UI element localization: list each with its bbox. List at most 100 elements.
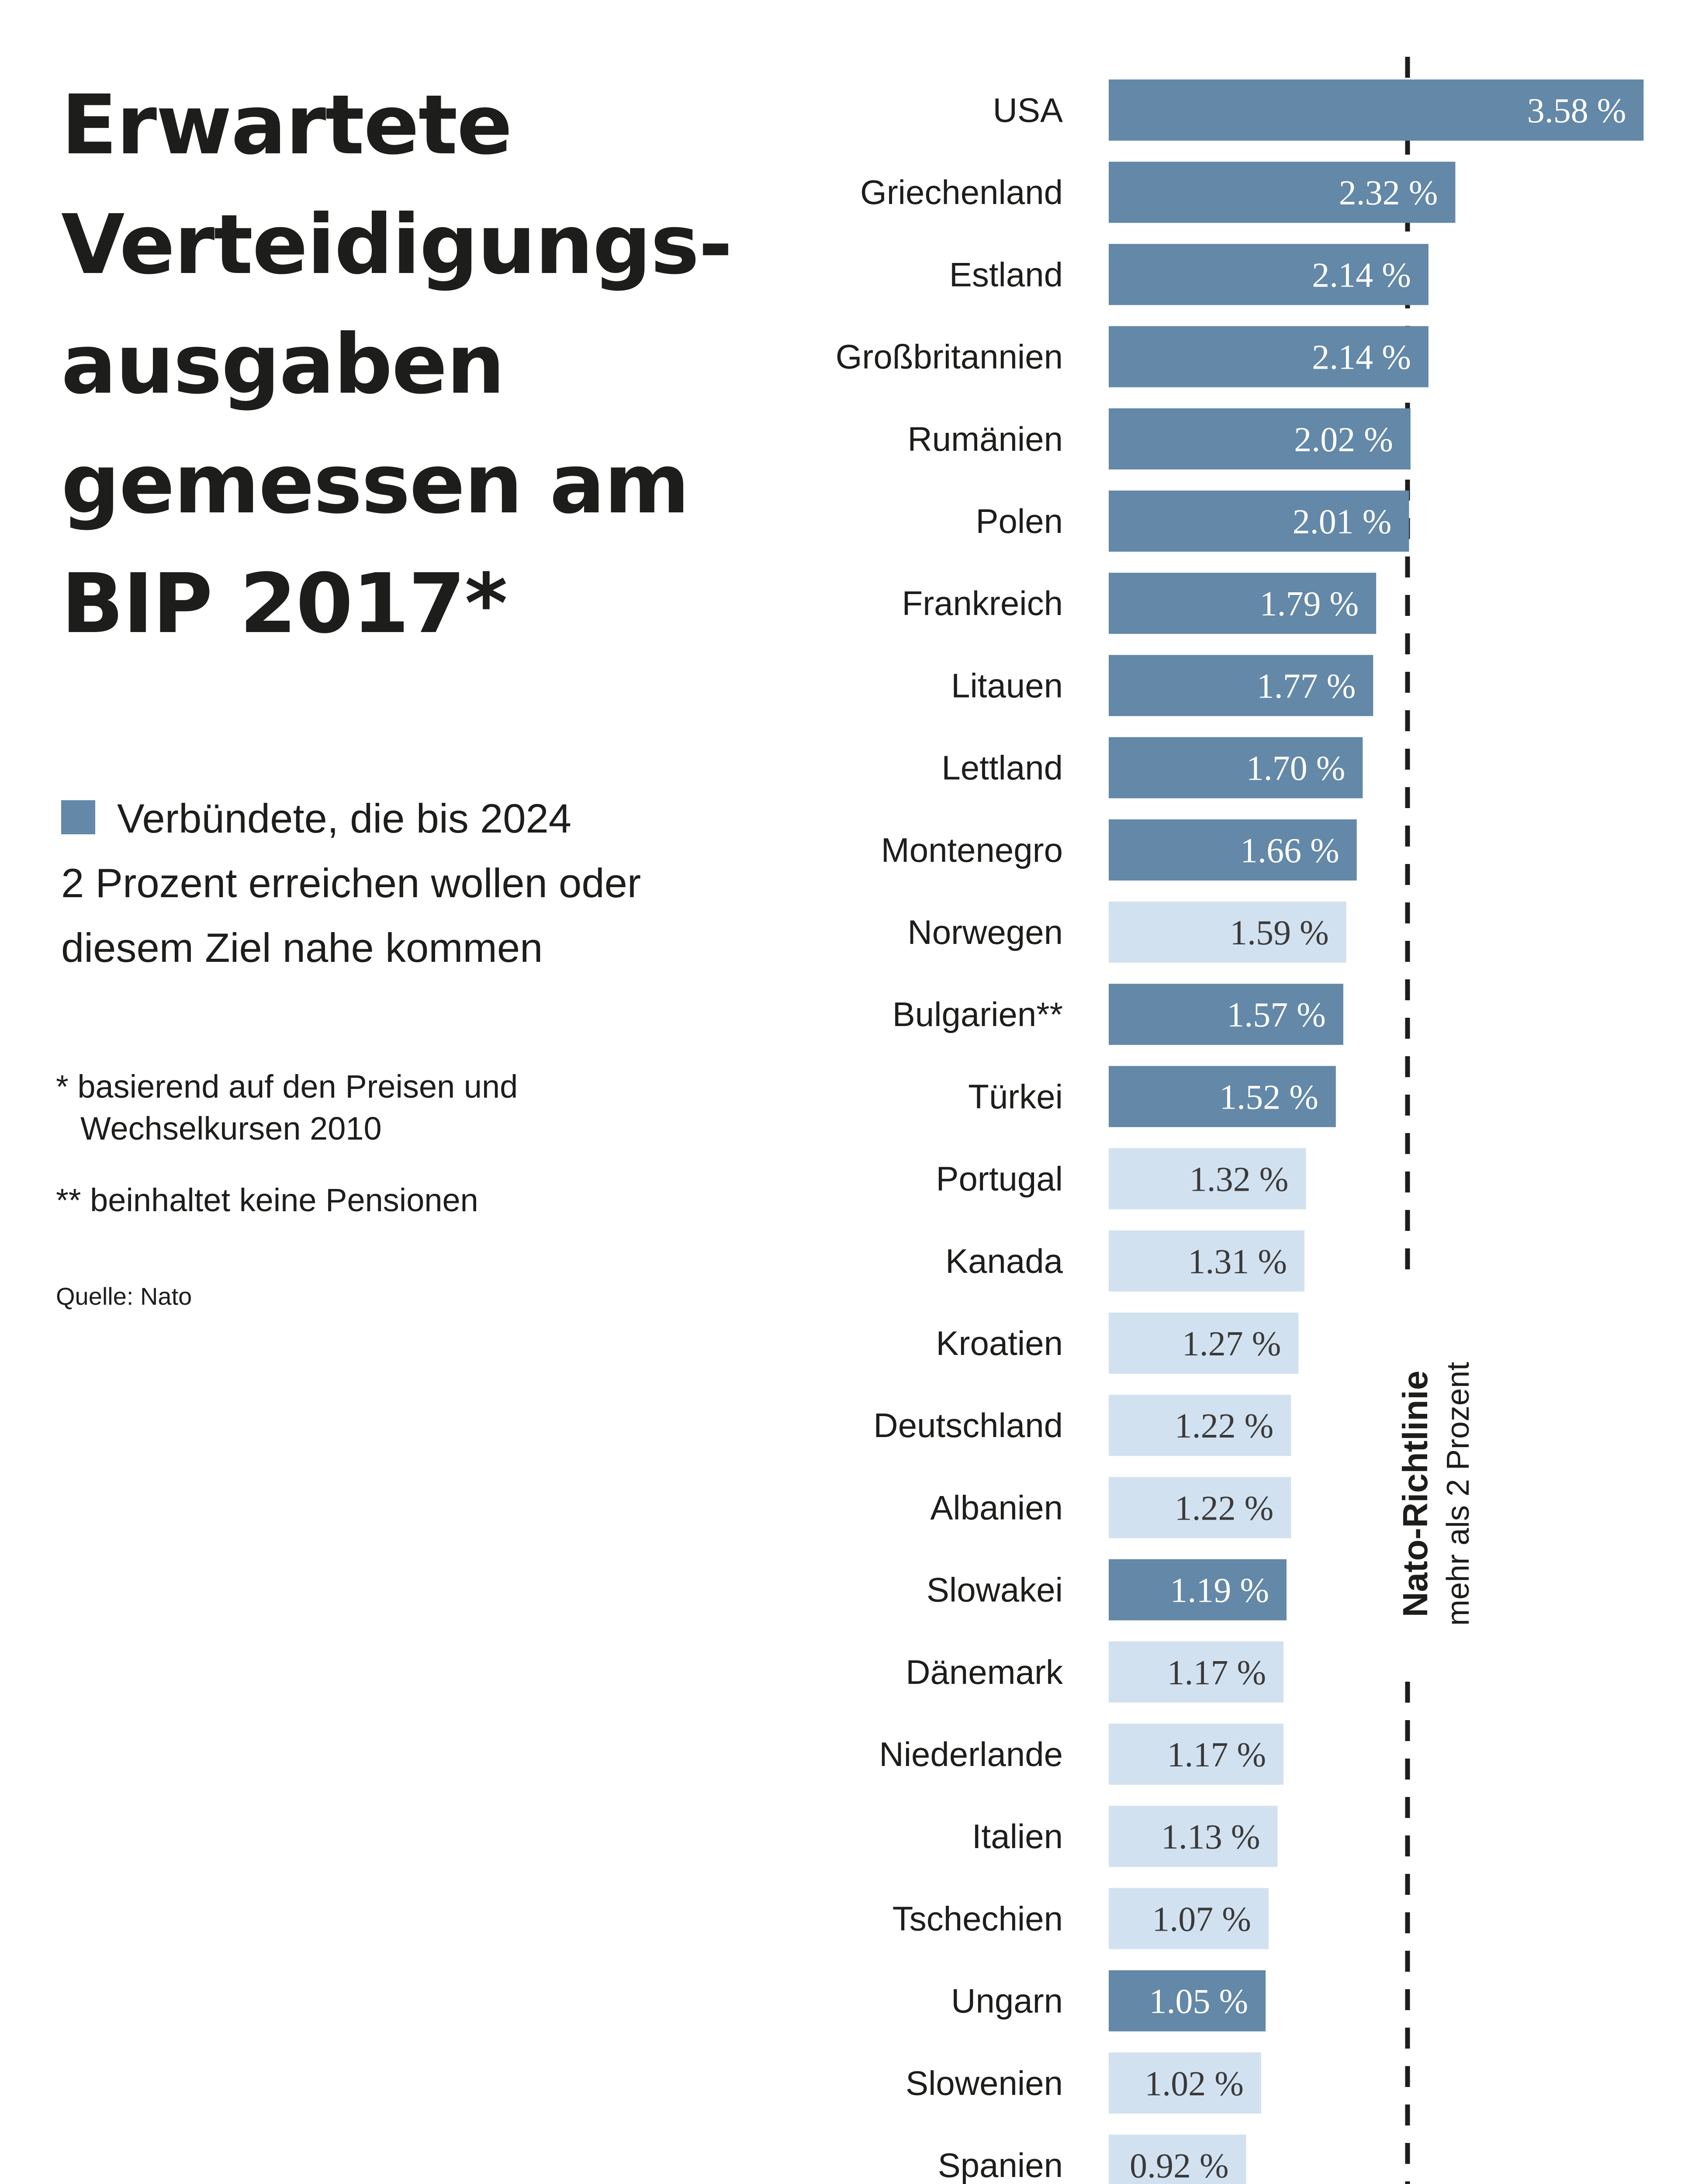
footnote-pensions: ** beinhaltet keine Pensionen — [56, 1182, 478, 1218]
category-label: Bulgarien** — [892, 995, 1063, 1033]
value-label: 1.59 % — [1230, 914, 1329, 952]
title-line: Erwartete — [61, 77, 512, 173]
bar-row: Montenegro 1.66 % — [881, 819, 1357, 881]
footnote-line: Wechselkursen 2010 — [80, 1110, 382, 1147]
bar-row: Polen 2.01 % — [976, 491, 1409, 552]
value-label: 1.05 % — [1149, 1983, 1248, 2021]
bar-row: Dänemark 1.17 % — [906, 1641, 1284, 1703]
value-label: 1.77 % — [1257, 667, 1356, 705]
bar-row: Deutschland 1.22 % — [873, 1395, 1291, 1456]
chart-title: Erwartete Verteidigungs- ausgaben gemess… — [61, 66, 804, 664]
bar — [1109, 573, 1377, 634]
bar-row: Großbritannien 2.14 % — [836, 326, 1429, 387]
reference-label-title: Nato-Richtlinie — [1396, 1371, 1435, 1617]
bar-row: Niederlande 1.17 % — [879, 1724, 1284, 1785]
bar — [1109, 655, 1373, 716]
value-label: 1.07 % — [1152, 1900, 1251, 1939]
category-label: Ungarn — [951, 1982, 1063, 2020]
footnote-line: * basierend auf den Preisen und — [56, 1068, 518, 1105]
category-label: Großbritannien — [836, 338, 1063, 376]
value-label: 1.19 % — [1170, 1572, 1269, 1610]
bar — [1109, 1395, 1291, 1456]
value-label: 1.02 % — [1145, 2065, 1244, 2103]
value-label: 2.32 % — [1339, 174, 1438, 212]
bar — [1109, 1888, 1269, 1949]
legend-label-line: 2 Prozent erreichen wollen oder — [61, 860, 641, 906]
title-line: Verteidigungs- — [61, 197, 733, 293]
value-label: 0.92 % — [1130, 2147, 1229, 2184]
bar — [1109, 819, 1357, 881]
value-label: 1.27 % — [1182, 1325, 1281, 1363]
category-label: Kroatien — [936, 1324, 1063, 1362]
value-label: 1.13 % — [1161, 1818, 1260, 1856]
bar-row: Litauen 1.77 % — [951, 655, 1373, 716]
bar-row: Portugal 1.32 % — [936, 1148, 1306, 1209]
bar-row: Norwegen 1.59 % — [907, 902, 1346, 963]
category-label: Dänemark — [906, 1653, 1063, 1691]
category-label: Niederlande — [879, 1735, 1063, 1773]
bar-row: Slowakei 1.19 % — [927, 1559, 1287, 1621]
bar — [1109, 1313, 1299, 1374]
value-label: 1.22 % — [1175, 1407, 1274, 1445]
value-label: 2.02 % — [1294, 421, 1393, 459]
value-label: 1.79 % — [1260, 585, 1359, 623]
bar — [1109, 1559, 1287, 1621]
bar-row: Ungarn 1.05 % — [951, 1970, 1266, 2032]
reference-label-subtitle: mehr als 2 Prozent — [1441, 1362, 1476, 1626]
category-label: Tschechien — [892, 1899, 1063, 1938]
bar — [1109, 984, 1343, 1045]
legend-label-line: diesem Ziel nahe kommen — [61, 925, 543, 971]
category-label: Slowenien — [906, 2064, 1063, 2102]
value-label: 1.31 % — [1188, 1243, 1287, 1281]
value-label: 1.22 % — [1175, 1489, 1274, 1527]
source-note: Quelle: Nato — [56, 1282, 192, 1310]
category-label: Griechenland — [860, 173, 1063, 211]
bar — [1109, 1724, 1284, 1785]
bar-row: Italien 1.13 % — [972, 1806, 1278, 1867]
bar-row: Estland 2.14 % — [949, 244, 1429, 305]
category-label: Slowakei — [927, 1571, 1063, 1609]
bar — [1109, 1970, 1266, 2032]
value-label: 1.70 % — [1246, 750, 1346, 788]
bar — [1109, 1641, 1284, 1703]
category-label: Spanien — [938, 2146, 1063, 2184]
bar-row: Albanien 1.22 % — [930, 1477, 1291, 1538]
title-line: gemessen am — [61, 436, 690, 532]
bar — [1109, 1806, 1278, 1867]
title-line: BIP 2017* — [61, 556, 508, 652]
category-label: Kanada — [945, 1242, 1063, 1280]
category-label: Türkei — [968, 1077, 1063, 1116]
bar — [1109, 162, 1456, 223]
legend-swatch — [61, 800, 95, 834]
bar — [1109, 2052, 1261, 2114]
category-label: Litauen — [951, 666, 1063, 705]
bar-row: Rumänien 2.02 % — [907, 408, 1411, 470]
bar-row: Spanien 0.92 % — [938, 2135, 1246, 2184]
legend-label-line: Verbündete, die bis 2024 — [117, 795, 572, 841]
category-label: Montenegro — [881, 831, 1063, 869]
bar-row: Slowenien 1.02 % — [906, 2052, 1261, 2114]
bar — [1109, 1477, 1291, 1538]
category-label: Rumänien — [907, 420, 1063, 458]
category-label: Estland — [949, 255, 1063, 294]
bar-row: Lettland 1.70 % — [941, 737, 1363, 798]
footnote-prices: * basierend auf den Preisen und Wechselk… — [56, 1066, 518, 1150]
category-label: Italien — [972, 1817, 1063, 1856]
bar-row: USA 3.58 % — [993, 79, 1644, 141]
bar-row: Türkei 1.52 % — [968, 1066, 1336, 1127]
bar — [1109, 408, 1411, 470]
bar — [1109, 1148, 1306, 1209]
bar — [1109, 1230, 1305, 1292]
category-label: Lettland — [941, 749, 1063, 787]
value-label: 3.58 % — [1527, 92, 1626, 130]
bar-row: Kanada 1.31 % — [945, 1230, 1305, 1292]
category-label: Norwegen — [907, 913, 1063, 951]
value-label: 1.52 % — [1219, 1078, 1318, 1116]
value-label: 2.14 % — [1312, 256, 1411, 294]
legend: Verbündete, die bis 2024 2 Prozent errei… — [61, 786, 760, 980]
bars: USA 3.58 % Griechenland 2.32 % Estland 2.14 %… — [836, 79, 1644, 2184]
category-label: USA — [993, 91, 1063, 129]
bar — [1109, 737, 1363, 798]
bar — [1109, 244, 1429, 305]
